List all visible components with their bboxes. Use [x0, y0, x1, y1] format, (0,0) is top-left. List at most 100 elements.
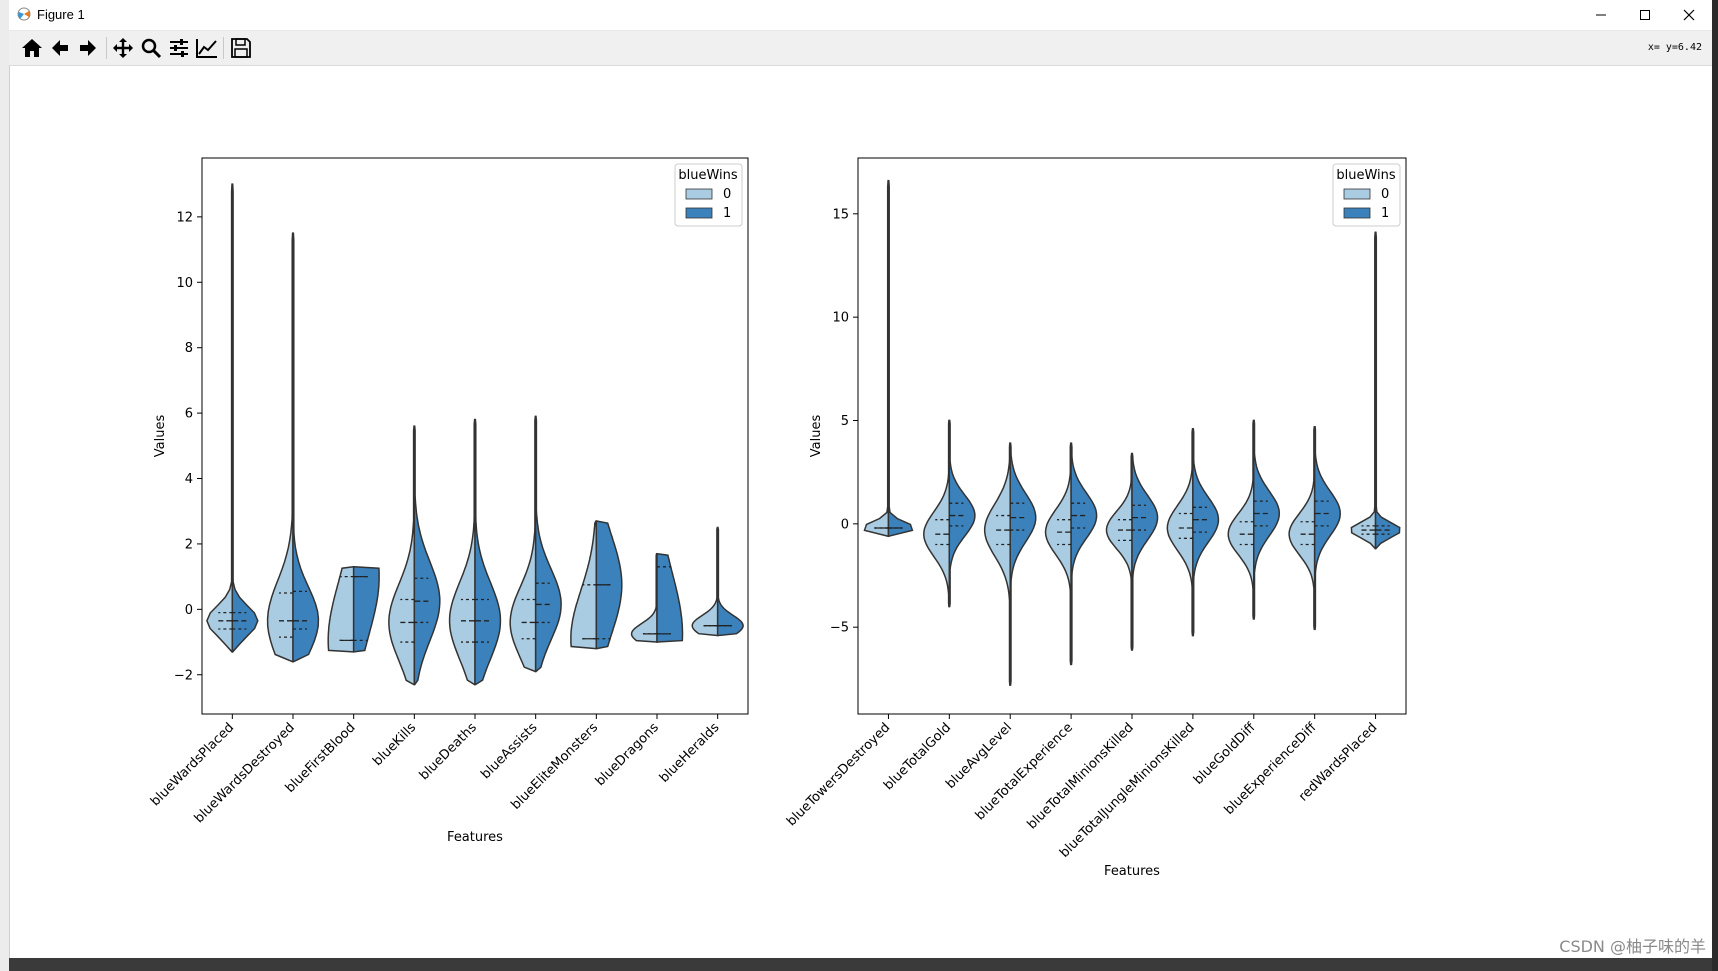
close-icon	[1683, 9, 1695, 21]
watermark: CSDN @柚子味的羊	[1559, 937, 1706, 956]
y-tick-label: −5	[830, 621, 849, 636]
matplotlib-icon	[17, 7, 31, 21]
axes-frame	[857, 157, 1407, 715]
violin-half-class1	[1374, 231, 1401, 550]
x-axis-label: Features	[447, 830, 503, 845]
violin-half-class1	[1313, 425, 1341, 631]
violin-half-class1	[352, 566, 380, 653]
pan-button[interactable]	[109, 34, 137, 62]
violin-half-class1	[1131, 452, 1159, 651]
zoom-button[interactable]	[137, 34, 165, 62]
y-tick-label: 10	[176, 276, 193, 291]
figure-canvas[interactable]: blueWardsPlacedblueWardsDestroyedblueFir…	[9, 66, 1712, 958]
back-arrow-icon	[52, 40, 68, 56]
maximize-button[interactable]	[1622, 0, 1668, 30]
minimize-icon	[1596, 14, 1606, 16]
x-tick-label: blueHeralds	[657, 720, 723, 786]
cursor-coordinates: x= y=6.42	[1647, 42, 1702, 53]
y-axis-label: Values	[153, 415, 168, 458]
violin-half-class0	[1350, 231, 1377, 550]
move-icon	[113, 38, 133, 58]
violin-half-class0	[509, 415, 537, 673]
y-tick-label: 10	[832, 311, 849, 326]
y-tick-label: 6	[185, 407, 193, 422]
minimize-button[interactable]	[1578, 0, 1624, 30]
violin-half-class1	[948, 419, 976, 608]
y-axis-label: Values	[809, 415, 824, 458]
violin-half-class0	[630, 552, 658, 643]
forward-arrow-icon	[80, 40, 96, 56]
violin-half-class1	[1253, 419, 1281, 620]
x-tick-label: blueDragons	[593, 720, 662, 789]
legend-swatch	[1343, 207, 1371, 219]
zoom-icon	[141, 38, 162, 59]
toolbar-separator	[106, 37, 107, 59]
violin-half-class0	[1288, 425, 1316, 631]
violin-half-class0	[923, 419, 951, 608]
legend-entry: 1	[723, 206, 731, 221]
home-icon	[22, 39, 42, 57]
legend-swatch	[685, 207, 713, 219]
violin-half-class1	[231, 183, 259, 653]
violin-half-class0	[388, 425, 416, 686]
y-tick-label: 12	[176, 210, 193, 225]
violin-half-class0	[1166, 427, 1194, 637]
navigation-toolbar: x= y=6.42	[9, 31, 1712, 66]
violin-half-class0	[1105, 452, 1133, 651]
violin-half-class1	[1009, 442, 1037, 686]
y-tick-label: 2	[185, 537, 193, 552]
violin-half-class0	[1227, 419, 1255, 620]
violin-half-class1	[1070, 442, 1098, 666]
sliders-icon	[170, 39, 188, 57]
background-window-strip	[0, 0, 10, 971]
legend-entry: 0	[1381, 187, 1389, 202]
violin-half-class0	[691, 526, 719, 637]
background-taskbar	[9, 958, 1712, 971]
y-tick-label: 5	[841, 414, 849, 429]
legend-title: blueWins	[1336, 168, 1396, 183]
violin-half-class0	[206, 183, 234, 653]
forward-button[interactable]	[74, 34, 102, 62]
x-axis-label: Features	[1104, 864, 1160, 879]
window-title: Figure 1	[37, 7, 85, 22]
x-tick-label: blueGoldDiff	[1191, 719, 1259, 787]
x-tick-label: blueTotalMinionsKilled	[1025, 720, 1137, 832]
subplots-button[interactable]	[165, 34, 193, 62]
violin-half-class1	[413, 425, 441, 686]
legend: blueWins 0 1	[674, 163, 743, 227]
y-tick-label: 15	[832, 207, 849, 222]
legend-title: blueWins	[678, 168, 738, 183]
y-tick-label: −2	[174, 668, 193, 683]
violin-half-class0	[863, 179, 890, 538]
violin-half-class1	[534, 415, 562, 673]
maximize-icon	[1640, 10, 1650, 20]
violin-half-class1	[292, 232, 320, 663]
x-tick-label: blueKills	[370, 720, 419, 769]
axes-frame	[201, 157, 749, 715]
violin-half-class0	[327, 566, 355, 653]
back-button[interactable]	[46, 34, 74, 62]
y-tick-label: 4	[185, 472, 193, 487]
edit-axes-button[interactable]	[193, 34, 221, 62]
violin-half-class1	[474, 418, 502, 686]
y-tick-label: 8	[185, 341, 193, 356]
toolbar-separator	[223, 37, 224, 59]
violin-chart-1: blueWardsPlacedblueWardsDestroyedblueFir…	[148, 157, 749, 845]
legend-swatch	[685, 188, 713, 200]
window-titlebar[interactable]: Figure 1	[9, 0, 1712, 31]
y-tick-label: 0	[185, 603, 193, 618]
save-button[interactable]	[227, 34, 255, 62]
legend-entry: 0	[723, 187, 731, 202]
violin-half-class0	[1044, 442, 1072, 666]
violin-chart-2: blueTowersDestroyedblueTotalGoldblueAvgL…	[784, 157, 1407, 879]
background-window-strip-right	[1712, 0, 1718, 971]
violin-half-class1	[716, 526, 744, 637]
x-tick-label: blueDeaths	[417, 720, 480, 783]
close-button[interactable]	[1666, 0, 1712, 30]
x-tick-label: blueTowersDestroyed	[784, 720, 893, 829]
legend-entry: 1	[1381, 206, 1389, 221]
home-button[interactable]	[18, 34, 46, 62]
y-tick-label: 0	[841, 517, 849, 532]
legend-swatch	[1343, 188, 1371, 200]
violin-half-class0	[983, 442, 1011, 686]
